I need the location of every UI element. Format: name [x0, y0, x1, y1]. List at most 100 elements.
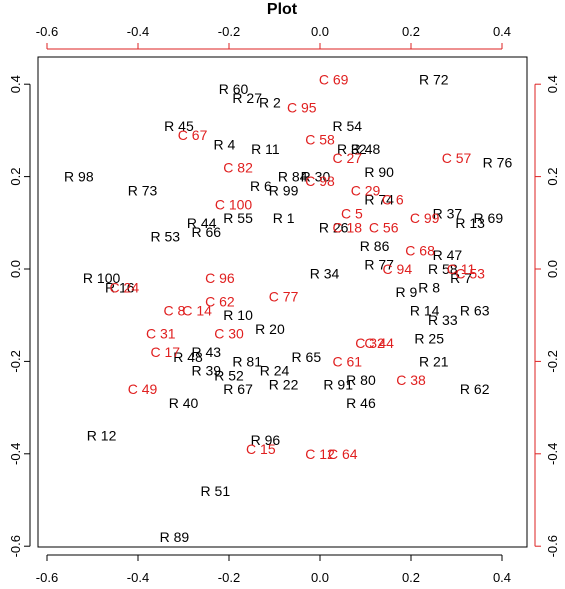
row-point-label: R 91 — [323, 377, 353, 393]
row-point-label: R 10 — [223, 307, 253, 323]
column-point-label: C 64 — [328, 446, 358, 462]
column-point-label: C 57 — [442, 150, 472, 166]
row-point-label: R 20 — [255, 321, 285, 337]
column-point-label: C 18 — [333, 219, 363, 235]
row-point-label: R 74 — [364, 192, 394, 208]
bottom-tick-label: 0.0 — [311, 570, 329, 585]
column-point-label: C 68 — [405, 243, 435, 259]
left-axis: -0.6 -0.4 -0.2 0.0 0.2 0.4 — [8, 75, 31, 557]
row-point-label: R 54 — [333, 118, 363, 134]
row-point-label: R 100 — [83, 270, 121, 286]
row-point-label: R 9 — [396, 284, 418, 300]
row-point-label: R 46 — [346, 395, 376, 411]
row-point-label: R 73 — [128, 182, 158, 198]
column-point-label: C 8 — [164, 303, 186, 319]
row-point-label: R 26 — [319, 219, 349, 235]
row-point-label: R 22 — [269, 377, 299, 393]
top-tick-label: -0.2 — [218, 24, 240, 39]
row-point-label: R 39 — [191, 363, 221, 379]
row-point-label: R 47 — [433, 247, 463, 263]
row-point-label: R 43 — [191, 344, 221, 360]
row-point-label: R 86 — [360, 238, 390, 254]
column-point-label: C 95 — [287, 99, 317, 115]
right-tick-label: -0.6 — [545, 535, 560, 557]
row-point-label: R 40 — [169, 395, 199, 411]
column-point-label: C 27 — [333, 150, 363, 166]
row-point-label: R 8 — [418, 279, 440, 295]
column-point-label: C 61 — [333, 353, 363, 369]
right-axis: -0.6 -0.4 -0.2 0.0 0.2 0.4 — [534, 75, 560, 557]
row-point-label: R 65 — [292, 349, 322, 365]
top-tick-label: 0.4 — [493, 24, 511, 39]
chart-title: Plot — [267, 1, 298, 18]
column-point-label: C 77 — [269, 289, 299, 305]
column-point-label: C 32 — [355, 335, 385, 351]
row-point-label: R 98 — [64, 169, 94, 185]
left-tick-label: 0.2 — [8, 168, 23, 186]
column-point-label: C 62 — [205, 293, 235, 309]
column-point-label: C 12 — [305, 446, 335, 462]
row-point-label: R 1 — [273, 210, 295, 226]
row-point-label: R 58 — [428, 261, 458, 277]
column-point-label: C 44 — [364, 335, 394, 351]
row-point-label: R 48 — [173, 349, 203, 365]
row-point-label: R 37 — [433, 206, 463, 222]
row-point-label: R 60 — [219, 81, 249, 97]
right-tick-label: -0.4 — [545, 443, 560, 465]
right-tick-label: 0.0 — [545, 260, 560, 278]
column-point-label: C 24 — [110, 279, 140, 295]
row-point-label: R 72 — [419, 72, 449, 88]
bottom-axis: -0.6 -0.4 -0.2 0.0 0.2 0.4 — [36, 554, 511, 585]
column-point-label: C 98 — [305, 173, 335, 189]
right-tick-label: 0.2 — [545, 168, 560, 186]
column-point-label: C 82 — [223, 159, 253, 175]
column-point-label: C 99 — [410, 210, 440, 226]
row-point-label: R 7 — [450, 270, 472, 286]
column-point-label: C 17 — [151, 344, 181, 360]
column-point-label: C 58 — [305, 132, 335, 148]
row-point-label: R 63 — [460, 303, 490, 319]
column-point-label: C 94 — [383, 261, 413, 277]
row-point-label: R 11 — [251, 141, 280, 157]
row-point-label: R 80 — [346, 372, 376, 388]
column-point-label: C 69 — [319, 72, 349, 88]
row-point-label: R 45 — [164, 118, 194, 134]
row-point-label: R 14 — [410, 303, 440, 319]
row-point-label: R 53 — [151, 229, 181, 245]
right-tick-label: 0.4 — [545, 75, 560, 93]
row-point-label: R 84 — [278, 169, 308, 185]
top-tick-label: 0.0 — [311, 24, 329, 39]
row-point-label: R 62 — [460, 381, 490, 397]
column-point-label: C 53 — [455, 266, 485, 282]
row-point-label: R 6 — [250, 178, 272, 194]
column-point-label: C 56 — [369, 219, 399, 235]
row-point-label: R 44 — [187, 215, 217, 231]
row-point-label: R 90 — [364, 164, 394, 180]
row-point-label: R 81 — [232, 353, 262, 369]
top-tick-label: -0.4 — [127, 24, 149, 39]
row-point-label: R 96 — [251, 432, 281, 448]
column-point-label: C 29 — [351, 182, 381, 198]
bottom-tick-label: -0.4 — [127, 570, 149, 585]
row-point-label: R 30 — [301, 169, 331, 185]
row-point-label: R 51 — [201, 483, 231, 499]
column-point-label: C 100 — [215, 196, 253, 212]
bottom-tick-label: 0.4 — [493, 570, 511, 585]
column-point-label: C 5 — [341, 206, 363, 222]
row-point-label: R 16 — [105, 279, 135, 295]
left-tick-label: 0.4 — [8, 75, 23, 93]
row-point-label: R 77 — [364, 256, 394, 272]
column-point-label: C 31 — [146, 326, 176, 342]
plot-frame — [37, 56, 528, 548]
row-point-label: R 21 — [419, 353, 449, 369]
top-tick-label: 0.2 — [402, 24, 420, 39]
bottom-tick-label: -0.2 — [218, 570, 240, 585]
row-point-label: R 33 — [428, 312, 458, 328]
bottom-tick-label: 0.2 — [402, 570, 420, 585]
column-point-label: C 49 — [128, 381, 158, 397]
row-point-label: R 55 — [223, 210, 253, 226]
column-point-label: C 96 — [205, 270, 235, 286]
row-point-label: R 76 — [483, 155, 513, 171]
column-point-label: C 67 — [178, 127, 208, 143]
